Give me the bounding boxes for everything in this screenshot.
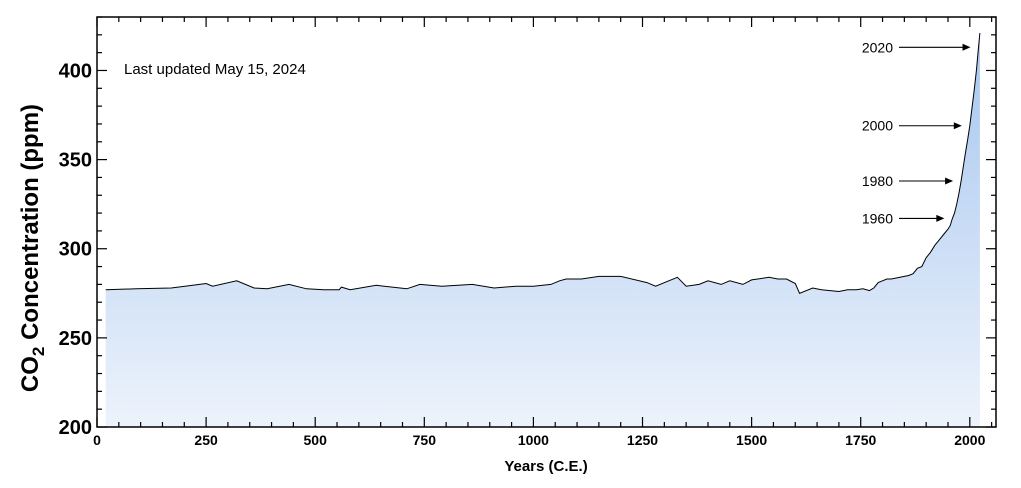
y-tick-label: 300 (59, 239, 92, 261)
annotation-label: 1960 (862, 210, 893, 226)
co2-line (105, 32, 981, 294)
annotation-1960: 1960 (862, 210, 945, 226)
x-tick-label: 250 (194, 432, 218, 448)
x-tick-label: 0 (93, 432, 101, 448)
annotation-label: 2020 (862, 39, 893, 55)
x-tick-label: 1750 (845, 432, 876, 448)
annotation-label: 1980 (862, 173, 893, 189)
y-axis-label-co: CO (17, 356, 44, 392)
tick-labels: 200 250 300 350 400 0 250 500 750 1000 1250 1500 175… (59, 60, 986, 448)
x-tick-label: 1000 (518, 432, 549, 448)
x-tick-label: 1500 (736, 432, 767, 448)
x-tick-label: 750 (413, 432, 437, 448)
plot-frame (96, 16, 997, 428)
arrow-icon (953, 122, 962, 130)
y-tick-label: 250 (59, 328, 92, 350)
arrow-icon (945, 177, 954, 185)
last-updated-note: Last updated May 15, 2024 (124, 61, 306, 78)
year-annotations: 2020 2000 1980 1960 (862, 39, 971, 226)
x-tick-label: 2000 (954, 432, 985, 448)
co2-area (105, 33, 980, 427)
annotation-2020: 2020 (862, 39, 971, 55)
y-tick-label: 400 (59, 60, 92, 82)
arrow-icon (962, 43, 971, 51)
annotation-label: 2000 (862, 118, 893, 134)
x-axis-label: Years (C.E.) (504, 458, 587, 475)
y-axis-label-subscript: 2 (29, 347, 48, 356)
x-tick-label: 1250 (627, 432, 658, 448)
x-tick-label: 500 (304, 432, 328, 448)
y-axis-label-rest: Concentration (ppm) (17, 104, 44, 347)
y-tick-label: 350 (59, 150, 92, 172)
y-tick-label: 200 (59, 417, 92, 439)
arrow-icon (936, 214, 945, 222)
annotation-2000: 2000 (862, 118, 962, 134)
y-axis-label: CO2 Concentration (ppm) (17, 104, 48, 392)
annotation-1980: 1980 (862, 173, 954, 189)
axis-ticks (96, 16, 996, 428)
plot-area (105, 32, 981, 427)
